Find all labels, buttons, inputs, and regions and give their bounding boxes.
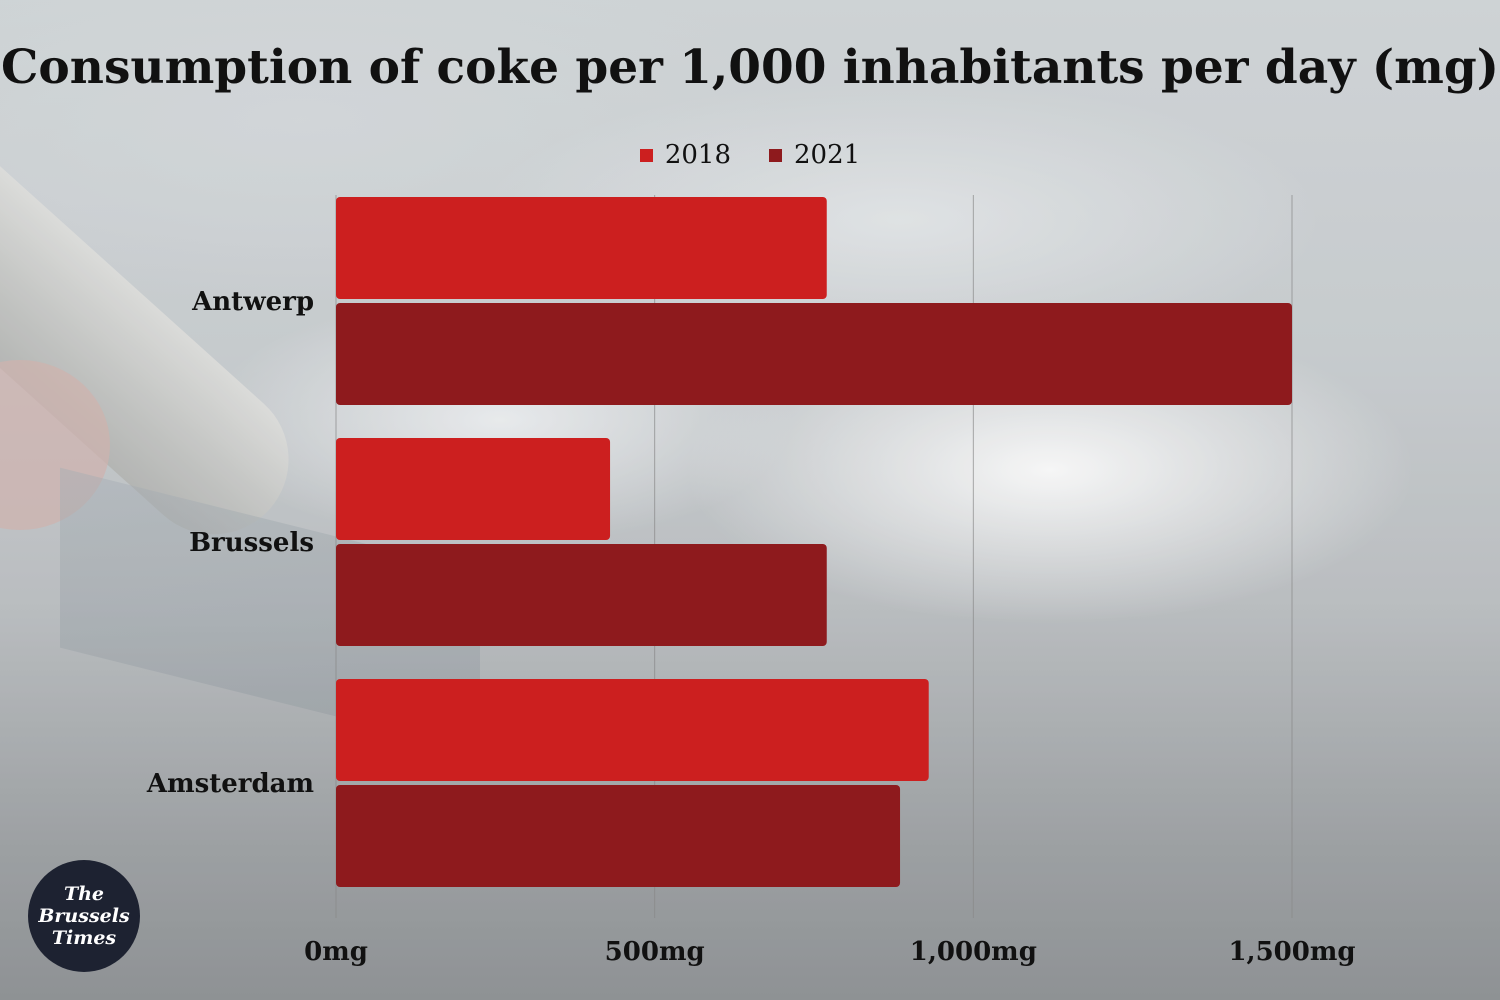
chart-legend: 2018 2021 — [0, 140, 1500, 170]
bar-antwerp-2018 — [336, 197, 827, 299]
x-tick-label: 0mg — [304, 937, 368, 967]
legend-swatch — [639, 148, 653, 162]
bar-brussels-2018 — [336, 438, 611, 540]
category-label: Antwerp — [191, 287, 314, 317]
legend-item-2021: 2021 — [769, 140, 860, 170]
x-tick-label: 1,000mg — [910, 937, 1037, 967]
category-label: Amsterdam — [146, 769, 314, 799]
category-label: Brussels — [189, 528, 314, 558]
legend-label: 2021 — [794, 140, 861, 170]
legend-item-2018: 2018 — [639, 140, 731, 170]
x-tick-label: 500mg — [605, 937, 705, 967]
bar-amsterdam-2021 — [336, 785, 901, 887]
chart-title: Consumption of coke per 1,000 inhabitant… — [1, 40, 1499, 95]
legend-swatch — [769, 148, 782, 162]
bar-amsterdam-2018 — [336, 679, 929, 781]
logo-text: The Brussels Times — [38, 883, 130, 949]
bar-brussels-2021 — [336, 544, 827, 646]
brussels-times-logo: The Brussels Times — [28, 860, 140, 972]
x-tick-label: 1,500mg — [1228, 937, 1355, 967]
legend-label: 2018 — [664, 140, 731, 170]
bar-antwerp-2021 — [336, 303, 1292, 405]
